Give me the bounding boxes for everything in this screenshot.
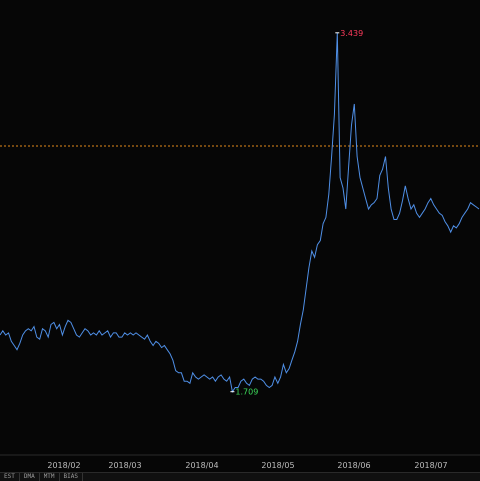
tab-mtm[interactable]: MTM bbox=[40, 473, 60, 481]
x-tick-label: 2018/07 bbox=[414, 461, 447, 470]
x-tick-label: 2018/06 bbox=[337, 461, 370, 470]
min-point-label: 1.709 bbox=[235, 388, 258, 397]
x-tick-label: 2018/05 bbox=[261, 461, 294, 470]
tab-dma[interactable]: DMA bbox=[20, 473, 40, 481]
max-point-marker: 3.439 bbox=[335, 29, 363, 38]
tab-bias[interactable]: BIAS bbox=[60, 473, 83, 481]
x-tick-label: 2018/04 bbox=[185, 461, 218, 470]
x-tick-label: 2018/03 bbox=[108, 461, 141, 470]
series-line bbox=[0, 32, 480, 393]
max-point-label: 3.439 bbox=[340, 29, 363, 38]
indicator-tab-bar: EST DMA MTM BIAS bbox=[0, 472, 480, 481]
x-tick-label: 2018/02 bbox=[47, 461, 80, 470]
min-point-marker: 1.709 bbox=[230, 388, 258, 397]
tab-est[interactable]: EST bbox=[0, 473, 20, 481]
x-axis: 2018/02 2018/03 2018/04 2018/05 2018/06 … bbox=[0, 454, 480, 470]
